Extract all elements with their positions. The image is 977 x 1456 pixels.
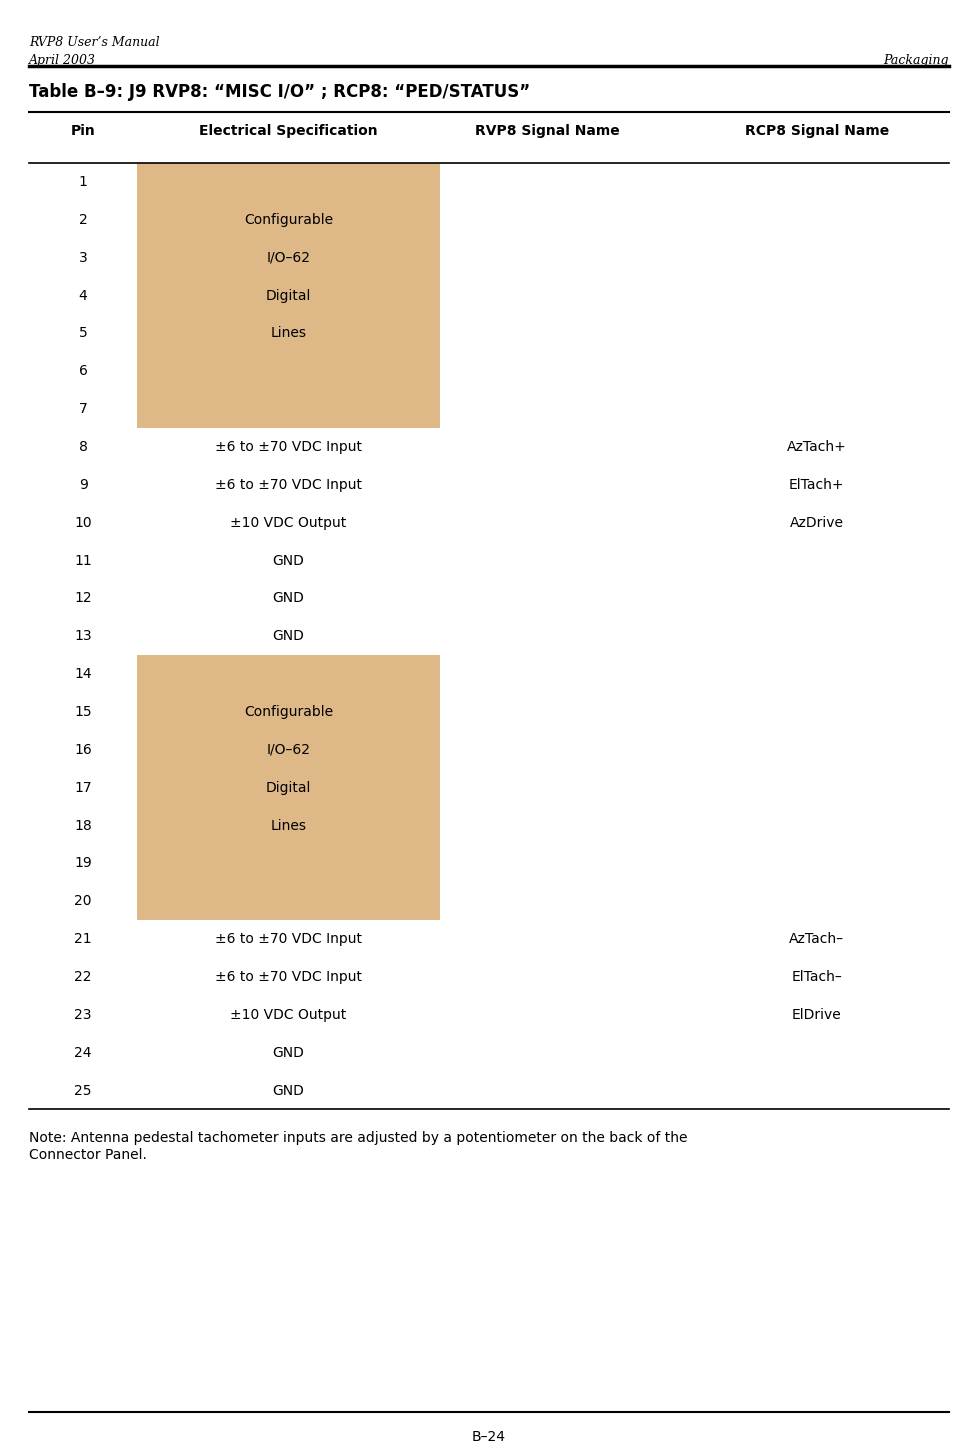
- Text: 13: 13: [74, 629, 92, 644]
- Text: 1: 1: [78, 175, 88, 189]
- Text: 17: 17: [74, 780, 92, 795]
- Text: 4: 4: [79, 288, 87, 303]
- Text: Digital: Digital: [266, 780, 311, 795]
- Text: 9: 9: [78, 478, 88, 492]
- Bar: [137, 655, 440, 920]
- Bar: [137, 163, 440, 428]
- Text: 3: 3: [79, 250, 87, 265]
- Text: RCP8 Signal Name: RCP8 Signal Name: [743, 124, 888, 138]
- Text: 22: 22: [74, 970, 92, 984]
- Text: Lines: Lines: [271, 818, 306, 833]
- Text: GND: GND: [273, 629, 304, 644]
- Text: 11: 11: [74, 553, 92, 568]
- Text: 23: 23: [74, 1008, 92, 1022]
- Text: I/O–62: I/O–62: [267, 743, 310, 757]
- Text: I/O–62: I/O–62: [267, 250, 310, 265]
- Text: Digital: Digital: [266, 288, 311, 303]
- Text: 24: 24: [74, 1045, 92, 1060]
- Text: Note: Antenna pedestal tachometer inputs are adjusted by a potentiometer on the : Note: Antenna pedestal tachometer inputs…: [29, 1131, 687, 1162]
- Text: 14: 14: [74, 667, 92, 681]
- Text: ±6 to ±70 VDC Input: ±6 to ±70 VDC Input: [215, 932, 361, 946]
- Text: Configurable: Configurable: [243, 705, 333, 719]
- Text: RVP8 User’s Manual: RVP8 User’s Manual: [29, 36, 160, 50]
- Text: ±10 VDC Output: ±10 VDC Output: [231, 515, 346, 530]
- Text: Configurable: Configurable: [243, 213, 333, 227]
- Text: AzDrive: AzDrive: [788, 515, 843, 530]
- Text: 12: 12: [74, 591, 92, 606]
- Text: Table B–9: J9 RVP8: “MISC I/O” ; RCP8: “PED/STATUS”: Table B–9: J9 RVP8: “MISC I/O” ; RCP8: “…: [29, 83, 531, 100]
- Text: 5: 5: [79, 326, 87, 341]
- Text: ElTach–: ElTach–: [790, 970, 841, 984]
- Text: AzTach–: AzTach–: [788, 932, 843, 946]
- Text: 21: 21: [74, 932, 92, 946]
- Text: 15: 15: [74, 705, 92, 719]
- Text: ±6 to ±70 VDC Input: ±6 to ±70 VDC Input: [215, 970, 361, 984]
- Text: ElTach+: ElTach+: [788, 478, 843, 492]
- Text: 20: 20: [74, 894, 92, 909]
- Text: GND: GND: [273, 553, 304, 568]
- Text: 8: 8: [78, 440, 88, 454]
- Text: 7: 7: [79, 402, 87, 416]
- Text: ±6 to ±70 VDC Input: ±6 to ±70 VDC Input: [215, 440, 361, 454]
- Text: ±10 VDC Output: ±10 VDC Output: [231, 1008, 346, 1022]
- Text: Lines: Lines: [271, 326, 306, 341]
- Text: 19: 19: [74, 856, 92, 871]
- Text: 16: 16: [74, 743, 92, 757]
- Text: 6: 6: [78, 364, 88, 379]
- Text: RVP8 Signal Name: RVP8 Signal Name: [475, 124, 619, 138]
- Text: 25: 25: [74, 1083, 92, 1098]
- Text: April 2003: April 2003: [29, 54, 97, 67]
- Text: ±6 to ±70 VDC Input: ±6 to ±70 VDC Input: [215, 478, 361, 492]
- Text: 18: 18: [74, 818, 92, 833]
- Text: Packaging: Packaging: [882, 54, 948, 67]
- Text: 10: 10: [74, 515, 92, 530]
- Text: 2: 2: [79, 213, 87, 227]
- Text: B–24: B–24: [472, 1430, 505, 1444]
- Text: Electrical Specification: Electrical Specification: [199, 124, 377, 138]
- Text: GND: GND: [273, 591, 304, 606]
- Text: GND: GND: [273, 1045, 304, 1060]
- Text: ElDrive: ElDrive: [791, 1008, 840, 1022]
- Text: AzTach+: AzTach+: [786, 440, 846, 454]
- Text: Pin: Pin: [70, 124, 96, 138]
- Text: GND: GND: [273, 1083, 304, 1098]
